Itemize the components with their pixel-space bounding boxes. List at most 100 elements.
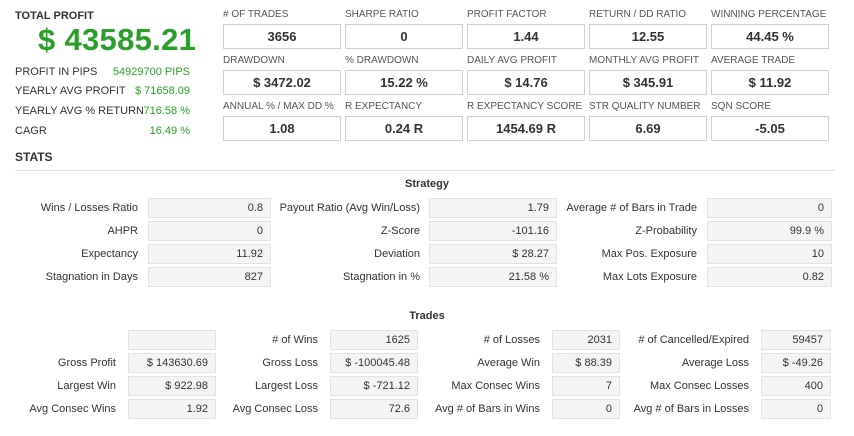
summary-label: CAGR — [15, 125, 47, 137]
stat-value: 0 — [707, 198, 832, 218]
metric-value: 0 — [345, 24, 463, 49]
trade-label: Avg # of Bars in Losses — [633, 403, 749, 415]
metric-value: $ 345.91 — [589, 70, 707, 95]
summary-row-profit-pips: PROFIT IN PIPS 54929700 PIPS — [15, 66, 190, 80]
stat-label: Z-Score — [380, 225, 420, 237]
trades-section-title: Trades — [409, 310, 445, 322]
metric-label: STR QUALITY NUMBER — [589, 101, 701, 112]
stat-value: 99.9 % — [707, 221, 832, 241]
metric-drawdown: DRAWDOWN $ 3472.02 — [223, 55, 341, 95]
trade-label: Average Loss — [681, 357, 749, 369]
stat-label: Deviation — [374, 248, 420, 260]
stat-value: -101.16 — [429, 221, 557, 241]
stat-label: AHPR — [107, 225, 138, 237]
metric-label: R EXPECTANCY SCORE — [467, 101, 583, 112]
trade-label: Largest Loss — [255, 380, 318, 392]
strategy-section-title: Strategy — [404, 178, 450, 190]
trade-value — [128, 330, 216, 350]
trade-value: 59457 — [761, 330, 831, 350]
trade-label: Avg Consec Wins — [29, 403, 116, 415]
metric-label: DRAWDOWN — [223, 55, 285, 66]
stat-value: 0 — [148, 221, 271, 241]
metric-label: DAILY AVG PROFIT — [467, 55, 558, 66]
summary-label: PROFIT IN PIPS — [15, 66, 98, 78]
summary-value: 716.58 % — [143, 105, 190, 117]
metric-label: ANNUAL % / MAX DD % — [223, 101, 334, 112]
trade-value: $ -100045.48 — [330, 353, 418, 373]
metric-label: R EXPECTANCY — [345, 101, 423, 112]
metric-winning-percentage: WINNING PERCENTAGE 44.45 % — [711, 9, 829, 49]
trade-value: 2031 — [552, 330, 620, 350]
trade-value: 0 — [761, 399, 831, 419]
trade-label: Max Consec Wins — [451, 380, 540, 392]
metric-value: $ 11.92 — [711, 70, 829, 95]
total-profit-label: TOTAL PROFIT — [15, 10, 94, 22]
metric-sharpe-ratio: SHARPE RATIO 0 — [345, 9, 463, 49]
metric-profit-factor: PROFIT FACTOR 1.44 — [467, 9, 585, 49]
metric-label: MONTHLY AVG PROFIT — [589, 55, 700, 66]
metric-value: 1454.69 R — [467, 116, 585, 141]
metric-value: $ 14.76 — [467, 70, 585, 95]
summary-value: 54929700 PIPS — [112, 66, 190, 78]
stat-value: $ 28.27 — [429, 244, 557, 264]
stat-label: Wins / Losses Ratio — [40, 202, 138, 214]
trade-label: Largest Win — [57, 380, 116, 392]
stat-value: 10 — [707, 244, 832, 264]
metric-value: 3656 — [223, 24, 341, 49]
metric-value: 15.22 % — [345, 70, 463, 95]
total-profit-value: $ 43585.21 — [38, 22, 197, 57]
metric-value: 1.08 — [223, 116, 341, 141]
metric-value: -5.05 — [711, 116, 829, 141]
metric-annual-max-dd: ANNUAL % / MAX DD % 1.08 — [223, 101, 341, 141]
metric-percent-drawdown: % DRAWDOWN 15.22 % — [345, 55, 463, 95]
summary-row-yearly-avg-profit: YEARLY AVG PROFIT $ 71658.09 — [15, 85, 190, 99]
metric-value: 0.24 R — [345, 116, 463, 141]
trade-value: 1.92 — [128, 399, 216, 419]
summary-label: YEARLY AVG % RETURN — [15, 105, 144, 117]
metric-label: PROFIT FACTOR — [467, 9, 547, 20]
metric-label: RETURN / DD RATIO — [589, 9, 687, 20]
metric-daily-avg-profit: DAILY AVG PROFIT $ 14.76 — [467, 55, 585, 95]
metric-return-dd-ratio: RETURN / DD RATIO 12.55 — [589, 9, 707, 49]
summary-row-yearly-avg-return: YEARLY AVG % RETURN 716.58 % — [15, 105, 190, 119]
summary-row-cagr: CAGR 16.49 % — [15, 125, 190, 139]
stat-value: 0.8 — [148, 198, 271, 218]
stat-value: 11.92 — [148, 244, 271, 264]
trade-value: $ 88.39 — [552, 353, 620, 373]
metric-monthly-avg-profit: MONTHLY AVG PROFIT $ 345.91 — [589, 55, 707, 95]
trade-label: Avg # of Bars in Wins — [435, 403, 540, 415]
stat-label: Z-Probability — [635, 225, 697, 237]
metric-label: SQN SCORE — [711, 101, 772, 112]
trade-value: $ -721.12 — [330, 376, 418, 396]
stat-label: Stagnation in % — [342, 271, 420, 283]
stat-value: 1.79 — [429, 198, 557, 218]
metric-label: SHARPE RATIO — [345, 9, 419, 20]
trade-value: 400 — [761, 376, 831, 396]
stats-divider — [15, 170, 835, 171]
trade-label: # of Cancelled/Expired — [638, 334, 749, 346]
trade-value: 1625 — [330, 330, 418, 350]
stat-value: 827 — [148, 267, 271, 287]
trade-value: $ -49.26 — [761, 353, 831, 373]
stats-title: STATS — [15, 150, 53, 164]
trade-label: Average Win — [477, 357, 540, 369]
stat-label: Payout Ratio (Avg Win/Loss) — [279, 202, 420, 214]
metric-value: 12.55 — [589, 24, 707, 49]
metric-value: 6.69 — [589, 116, 707, 141]
metric-label: # OF TRADES — [223, 9, 289, 20]
trade-label: Max Consec Losses — [649, 380, 749, 392]
stat-value: 21.58 % — [429, 267, 557, 287]
metric-label: % DRAWDOWN — [345, 55, 419, 66]
metric-r-expectancy: R EXPECTANCY 0.24 R — [345, 101, 463, 141]
trade-label: Gross Profit — [57, 357, 116, 369]
summary-label: YEARLY AVG PROFIT — [15, 85, 126, 97]
summary-value: $ 71658.09 — [134, 85, 190, 97]
trade-value: 0 — [552, 399, 620, 419]
trade-label: # of Losses — [483, 334, 540, 346]
stat-label: Average # of Bars in Trade — [566, 202, 697, 214]
metric-label: AVERAGE TRADE — [711, 55, 796, 66]
metric-sqn-score: SQN SCORE -5.05 — [711, 101, 829, 141]
stat-label: Stagnation in Days — [45, 271, 138, 283]
stat-label: Expectancy — [81, 248, 138, 260]
metric-value: $ 3472.02 — [223, 70, 341, 95]
